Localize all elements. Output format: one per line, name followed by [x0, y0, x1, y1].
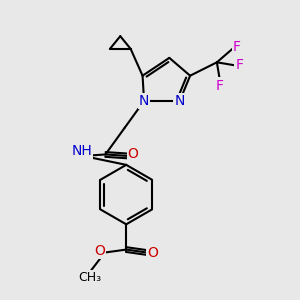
Text: O: O: [128, 148, 139, 161]
Text: F: F: [235, 58, 243, 72]
Text: F: F: [216, 79, 224, 92]
Text: N: N: [175, 94, 185, 108]
Text: F: F: [233, 40, 241, 55]
Text: O: O: [147, 245, 158, 260]
Text: O: O: [94, 244, 105, 258]
Text: CH₃: CH₃: [78, 271, 101, 284]
Text: N: N: [139, 94, 149, 108]
Text: NH: NH: [71, 145, 92, 158]
